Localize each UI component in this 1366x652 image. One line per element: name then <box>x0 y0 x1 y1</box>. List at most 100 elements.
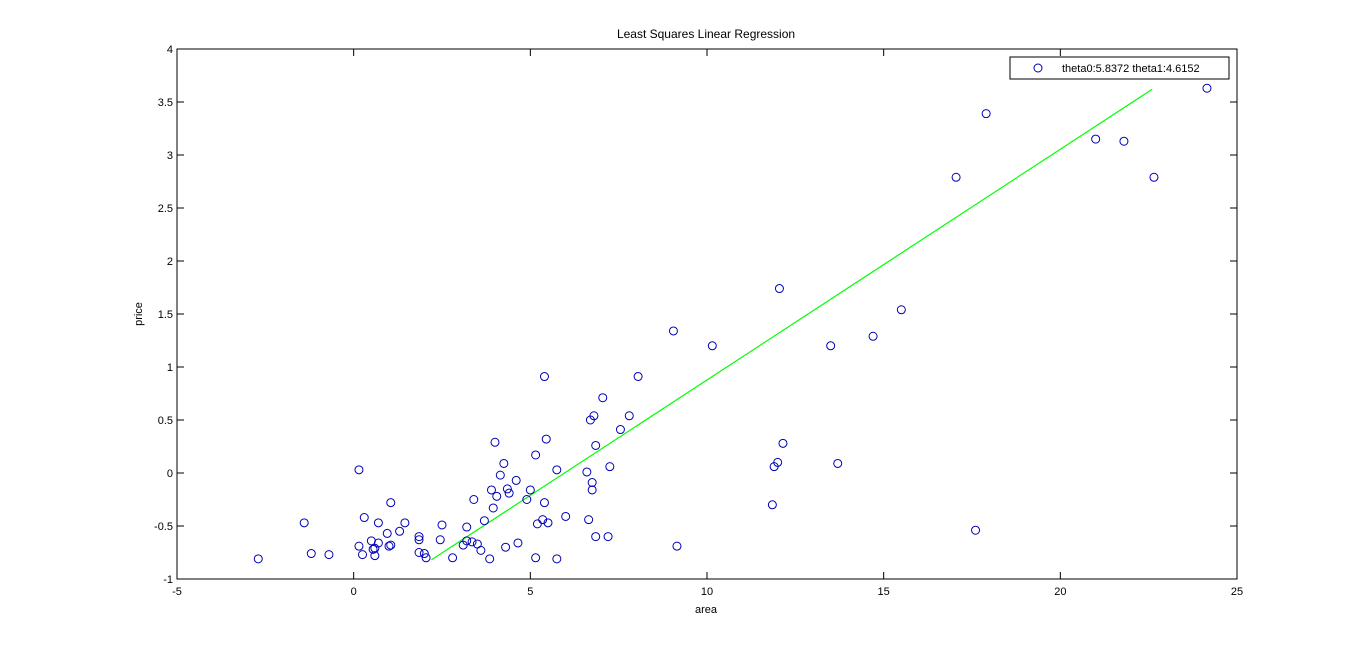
data-point <box>522 495 532 504</box>
data-point <box>951 172 961 182</box>
x-tick-label: 25 <box>1231 586 1243 598</box>
data-point <box>1202 83 1212 93</box>
data-point <box>981 109 991 119</box>
y-tick-label: 0.5 <box>158 415 173 427</box>
data-point <box>615 425 625 435</box>
data-point <box>561 511 571 521</box>
data-point <box>603 532 613 542</box>
data-point <box>589 411 599 421</box>
y-tick-label: 3.5 <box>158 97 173 109</box>
data-point <box>605 462 615 472</box>
data-point <box>414 532 424 542</box>
data-point <box>370 551 380 561</box>
data-point <box>414 548 424 557</box>
data-point <box>552 554 562 564</box>
x-tick-label: 20 <box>1054 586 1066 598</box>
data-point <box>773 457 783 467</box>
y-tick-label: 0 <box>167 468 173 480</box>
y-tick-label: 1.5 <box>158 309 173 321</box>
x-axis-label: area <box>695 604 718 616</box>
data-point <box>485 554 495 564</box>
data-point <box>868 331 878 341</box>
data-point <box>896 305 906 315</box>
data-point <box>591 440 601 450</box>
data-point <box>414 535 424 545</box>
y-tick-label: 4 <box>167 44 173 56</box>
legend-marker-circle <box>1033 63 1043 73</box>
data-point <box>253 554 263 564</box>
data-point <box>531 450 541 460</box>
data-point <box>541 434 551 444</box>
y-tick-label: -1 <box>163 574 173 586</box>
data-point <box>833 458 843 468</box>
data-point <box>354 541 364 551</box>
data-point <box>359 513 369 523</box>
data-point <box>435 535 445 545</box>
data-point <box>495 470 505 480</box>
data-point <box>499 458 509 468</box>
data-point <box>419 549 429 559</box>
y-tick-label: 2.5 <box>158 203 173 215</box>
y-axis: -1 -0.5 0 0.5 1 1.5 2 2.5 3 3.5 4 <box>154 44 1237 586</box>
data-point <box>504 488 514 498</box>
data-point <box>511 475 521 485</box>
plot-area <box>253 83 1212 564</box>
x-tick-label: 10 <box>701 586 713 598</box>
data-point <box>479 516 489 526</box>
data-point <box>587 485 597 495</box>
data-point <box>707 341 717 351</box>
data-point <box>469 495 479 504</box>
data-point <box>584 515 594 525</box>
data-point <box>539 372 549 382</box>
data-point <box>386 498 396 508</box>
data-point <box>774 284 784 294</box>
x-tick-label: 5 <box>527 586 533 598</box>
data-point <box>525 485 535 495</box>
data-point <box>633 372 643 382</box>
data-point <box>486 485 496 495</box>
data-point <box>778 438 788 448</box>
y-tick-label: 3 <box>167 150 173 162</box>
chart-title: Least Squares Linear Regression <box>617 27 795 41</box>
y-axis-label: price <box>133 302 145 326</box>
data-point <box>488 503 498 513</box>
data-point <box>476 545 486 555</box>
data-point <box>587 478 597 488</box>
data-point <box>299 518 309 528</box>
data-point <box>513 538 523 548</box>
data-point <box>421 553 431 563</box>
data-point <box>826 341 836 351</box>
data-point <box>624 411 634 421</box>
data-point <box>1119 136 1129 146</box>
data-point <box>368 544 378 554</box>
data-point <box>395 526 405 536</box>
data-point <box>306 549 316 559</box>
legend: theta0:5.8372 theta1:4.6152 <box>1009 56 1230 80</box>
data-point <box>358 550 367 560</box>
data-point <box>462 522 472 532</box>
data-point <box>382 528 392 538</box>
data-point <box>467 537 477 547</box>
data-point <box>490 437 500 447</box>
y-tick-label: 1 <box>167 362 173 374</box>
data-point <box>384 541 394 551</box>
x-tick-label: -5 <box>172 586 182 598</box>
x-axis: -5 0 5 10 15 20 25 <box>172 49 1243 598</box>
data-point <box>437 520 447 530</box>
y-tick-label: -0.5 <box>154 521 173 533</box>
data-point <box>591 532 601 542</box>
data-point <box>672 541 682 551</box>
data-point <box>373 538 383 548</box>
data-point <box>971 525 981 535</box>
data-point <box>354 465 364 475</box>
x-tick-label: 0 <box>351 586 357 598</box>
data-point <box>324 550 334 560</box>
legend-label: theta0:5.8372 theta1:4.6152 <box>1062 63 1200 75</box>
data-point <box>448 553 458 563</box>
data-point <box>1149 172 1159 182</box>
legend-box <box>1009 56 1230 80</box>
axes-background <box>177 49 1237 579</box>
x-tick-label: 15 <box>878 586 890 598</box>
